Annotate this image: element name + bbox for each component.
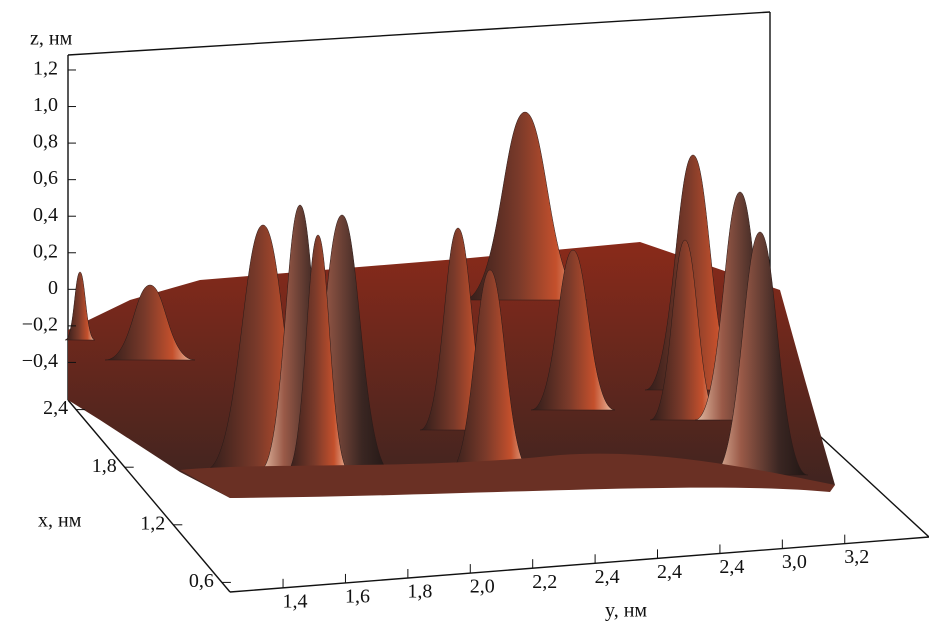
y-tick-label: 1,6 (345, 586, 370, 608)
z-tick-label: 1,2 (33, 58, 58, 80)
y-tick-label: 2,0 (470, 576, 495, 598)
z-tick-label: 0,4 (33, 204, 58, 226)
surface-peak (462, 111, 588, 301)
surface-peak (447, 269, 533, 473)
y-tick-label: 3,2 (844, 546, 869, 568)
z-tick-label: 0 (48, 277, 58, 299)
y-tick-label: 2,2 (532, 571, 557, 593)
surface-ridge (180, 453, 835, 498)
y-tick-label: 3,0 (782, 551, 807, 573)
z-tick-label: 1,0 (33, 94, 58, 116)
y-tick-label: 2,4 (595, 566, 620, 588)
z-tick-label: −0,4 (22, 350, 58, 372)
surface-peak (104, 284, 196, 361)
x-tick-label: 0,6 (189, 570, 214, 592)
z-axis-label: z, нм (30, 28, 73, 50)
surface-peak (649, 239, 721, 421)
y-tick-label: 2,4 (719, 556, 744, 578)
surface (64, 111, 835, 498)
x-tick-label: 2,4 (43, 397, 68, 419)
y-tick-label: 1,8 (407, 581, 432, 603)
x-tick-label: 1,2 (140, 512, 165, 534)
y-tick-label: 2,4 (657, 561, 682, 583)
surface-peak (64, 271, 96, 341)
z-tick-label: 0,2 (33, 240, 58, 262)
y-tick-label: 1,4 (283, 590, 308, 612)
z-tick-label: −0,2 (22, 313, 58, 335)
y-axis-label: y, нм (605, 600, 647, 622)
surface-peak (285, 234, 351, 473)
surface-peak (530, 249, 616, 411)
z-tick-label: 0,6 (33, 167, 58, 189)
z-tick-label: 0,8 (33, 131, 58, 153)
surface-peak (711, 231, 809, 476)
x-tick-label: 1,8 (92, 455, 117, 477)
x-axis-label: x, нм (38, 510, 82, 532)
